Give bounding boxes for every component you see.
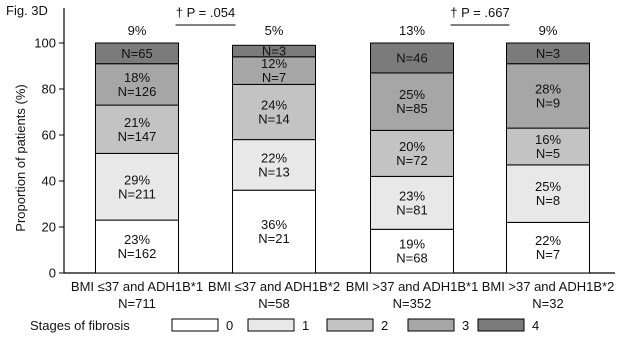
segment-data-label: N=72 [396,153,427,168]
segment-data-label: 23% [124,232,150,247]
segment-data-label: 21% [124,115,150,130]
segment-data-label: N=126 [118,84,157,99]
bar-segment-stage-3 [506,63,590,129]
legend-title: Stages of fibrosis [30,318,130,333]
segment-data-label: N=9 [536,95,560,110]
segment-data-label: 18% [124,70,150,85]
segment-data-label: N=21 [258,231,289,246]
legend-swatch-stage-0 [171,318,219,332]
top-percent-label: 9% [128,23,147,38]
legend-label-stage-1: 1 [302,318,309,333]
segment-data-label: N=3 [262,44,286,59]
y-tick-label: 60 [42,128,56,143]
bar-segment-stage-4 [95,42,179,65]
segment-data-label: N=68 [396,251,427,266]
bar-segment-stage-1 [95,152,179,221]
segment-data-label: 36% [261,217,287,232]
segment-data-label: N=5 [536,146,560,161]
comparison-p-value: † P = .054 [176,5,235,20]
top-percent-label: 5% [265,23,284,38]
bar-segment-stage-0 [506,221,590,274]
top-percent-label: 13% [399,23,425,38]
segment-data-label: 28% [535,81,561,96]
segment-data-label: N=85 [396,101,427,116]
segment-data-label: N=13 [258,164,289,179]
bar-segment-stage-4 [370,42,454,74]
segment-data-label: N=3 [536,46,560,61]
bar-segment-stage-1 [506,164,590,223]
segment-data-label: 22% [535,233,561,248]
comparison-p-value: † P = .667 [450,5,509,20]
x-category-n-label: N=58 [258,296,289,311]
x-category-n-label: N=352 [393,296,432,311]
top-percent-label: 9% [539,23,558,38]
y-tick-label: 80 [42,82,56,97]
segment-data-label: N=7 [536,247,560,262]
bar-segment-stage-3 [370,72,454,131]
segment-data-label: N=147 [118,129,157,144]
y-tick-label: 100 [34,36,56,51]
legend-label-stage-4: 4 [532,318,539,333]
bar-segment-stage-2 [232,83,316,141]
bar-segment-stage-2 [95,104,179,154]
x-category-n-label: N=32 [532,296,563,311]
legend-swatch-stage-1 [247,318,295,332]
segment-data-label: 20% [399,139,425,154]
x-category-label: BMI ≤37 and ADH1B*1 [71,279,203,294]
segment-data-label: N=65 [121,46,152,61]
bar-segment-stage-2 [370,129,454,177]
segment-data-label: 25% [535,179,561,194]
legend-swatch-stage-4 [477,318,525,332]
bar-segment-stage-3 [232,56,316,85]
segment-data-label: N=8 [536,193,560,208]
segment-data-label: 16% [535,132,561,147]
y-tick-label: 0 [49,266,56,281]
legend-label-stage-2: 2 [381,318,388,333]
bar-segment-stage-0 [95,219,179,274]
bar-segment-stage-4 [506,42,590,65]
segment-data-label: N=46 [396,50,427,65]
segment-data-label: 25% [399,87,425,102]
bar-segment-stage-2 [506,127,590,166]
segment-data-label: N=81 [396,202,427,217]
legend-swatch-stage-3 [407,318,455,332]
segment-data-label: N=7 [262,70,286,85]
figure-label: Fig. 3D [6,3,48,18]
legend-swatch-stage-2 [326,318,374,332]
segment-data-label: 23% [399,188,425,203]
segment-data-label: 19% [399,237,425,252]
segment-data-label: N=211 [118,186,156,201]
segment-data-label: 29% [124,172,150,187]
bar-segment-stage-4 [232,44,316,58]
x-category-label: BMI >37 and ADH1B*2 [482,279,615,294]
bar-segment-stage-1 [232,139,316,191]
legend-label-stage-0: 0 [226,318,233,333]
segment-data-label: N=14 [258,112,289,127]
y-tick-label: 20 [42,220,56,235]
x-category-n-label: N=711 [118,296,156,311]
x-category-label: BMI ≤37 and ADH1B*2 [208,279,340,294]
y-axis-label: Proportion of patients (%) [13,84,28,231]
segment-data-label: 24% [261,98,287,113]
segment-data-label: N=162 [118,246,157,261]
segment-data-label: 22% [261,150,287,165]
segment-data-label: 12% [261,56,287,71]
y-tick-label: 40 [42,174,56,189]
legend-label-stage-3: 3 [462,318,469,333]
x-category-label: BMI >37 and ADH1B*1 [346,279,479,294]
